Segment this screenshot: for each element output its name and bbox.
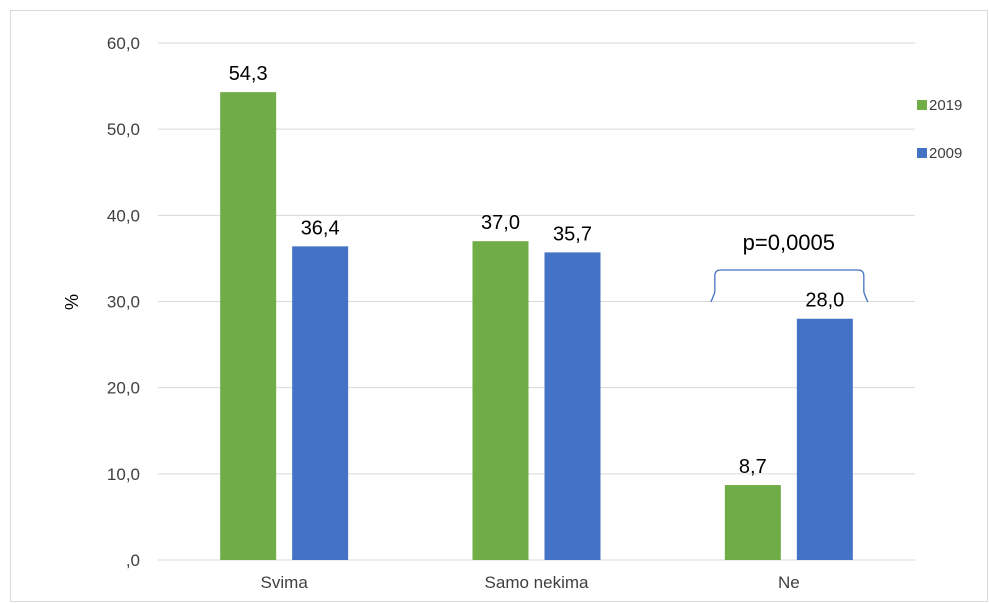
data-label: 36,4 xyxy=(301,217,340,239)
significance-annotation: p=0,0005 xyxy=(710,230,869,303)
bar-2019 xyxy=(724,485,781,560)
bar-2019 xyxy=(220,92,277,561)
y-tick-label: 30,0 xyxy=(107,293,140,312)
y-tick-label: 60,0 xyxy=(107,34,140,53)
significance-bracket xyxy=(710,269,869,303)
data-label: 8,7 xyxy=(739,456,767,478)
data-label: 28,0 xyxy=(805,290,844,312)
y-tick-label: ,0 xyxy=(126,551,140,570)
bars xyxy=(220,92,853,561)
y-tick-label: 40,0 xyxy=(107,206,140,225)
bar-2009 xyxy=(796,318,853,560)
legend-swatch-2009 xyxy=(917,148,927,158)
legend: 2019 2009 xyxy=(917,97,962,162)
y-tick-label: 50,0 xyxy=(107,120,140,139)
legend-label: 2009 xyxy=(929,145,962,162)
x-tick-label: Svima xyxy=(261,573,309,592)
gridlines xyxy=(158,42,915,561)
bar-2019 xyxy=(472,241,529,560)
y-axis-ticks: ,0 10,0 20,0 30,0 40,0 50,0 60,0 xyxy=(107,34,140,570)
x-tick-label: Ne xyxy=(778,573,800,592)
legend-swatch-2019 xyxy=(917,100,927,110)
x-tick-label: Samo nekima xyxy=(485,573,589,592)
bar-2009 xyxy=(292,246,349,560)
data-labels: 54,3 36,4 37,0 35,7 8,7 28,0 xyxy=(229,63,845,478)
p-value-label: p=0,0005 xyxy=(743,230,835,255)
y-axis-label: % xyxy=(62,294,82,310)
data-label: 37,0 xyxy=(481,212,520,234)
y-tick-label: 20,0 xyxy=(107,379,140,398)
x-axis-ticks: Svima Samo nekima Ne xyxy=(261,573,800,592)
data-label: 54,3 xyxy=(229,63,268,85)
legend-label: 2019 xyxy=(929,97,962,114)
bar-2009 xyxy=(544,252,601,560)
y-tick-label: 10,0 xyxy=(107,465,140,484)
data-label: 35,7 xyxy=(553,223,592,245)
